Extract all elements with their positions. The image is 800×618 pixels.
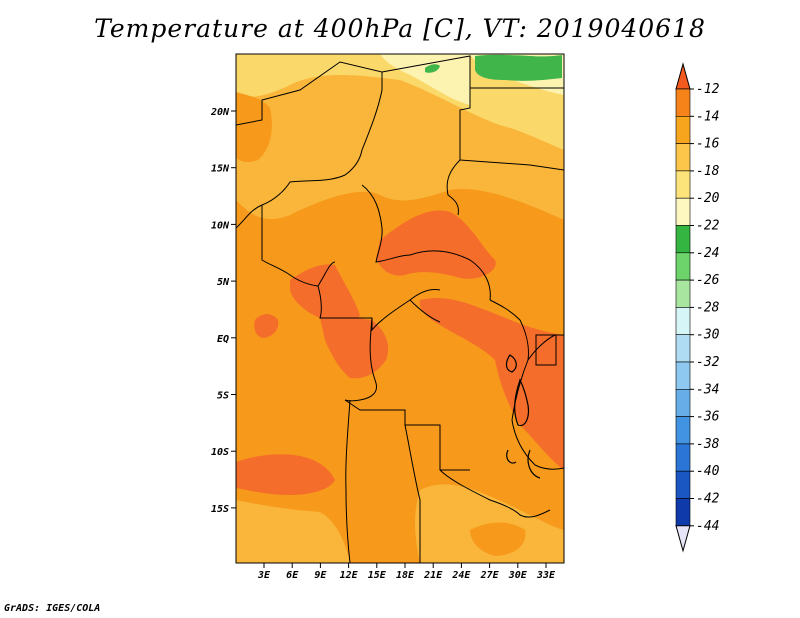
colorbar-swatch	[675, 225, 691, 254]
lon-tick-label: 3E	[257, 570, 271, 581]
colorbar-swatch	[675, 498, 691, 527]
colorbar-swatch	[675, 443, 691, 472]
lon-tick-label: 15E	[368, 570, 387, 581]
colorbar-swatch	[675, 197, 691, 226]
colorbar-label: -42	[696, 492, 720, 507]
green-patch-ne	[475, 54, 562, 81]
colorbar-label: -44	[696, 519, 719, 534]
lon-tick-label: 21E	[423, 570, 443, 581]
colorbar-label: -34	[696, 382, 719, 397]
central-warm-belt	[376, 210, 496, 279]
colorbar-swatch	[675, 88, 691, 117]
lat-tick-label: 10S	[211, 447, 229, 458]
colorbar-label: -38	[696, 437, 720, 452]
east-warm-band	[419, 297, 564, 470]
colorbar-label: -14	[696, 109, 719, 124]
colorbar-swatch	[675, 170, 691, 199]
lon-tick-label: 24E	[451, 570, 471, 581]
colorbar-label: -32	[696, 355, 720, 370]
central-west-warm	[290, 264, 360, 322]
north-pale-band	[380, 54, 470, 105]
colorbar-label: -40	[696, 464, 720, 479]
colorbar-swatch	[675, 307, 691, 335]
lat-tick-label: 15N	[211, 164, 230, 175]
colorbar-under-triangle	[675, 525, 691, 553]
lakes	[505, 354, 541, 479]
colorbar-label: -36	[696, 410, 720, 425]
northwest-warm	[236, 92, 272, 163]
lon-tick-label: 12E	[340, 570, 359, 581]
lat-tick-label: 10N	[211, 220, 230, 231]
lon-tick-label: 6E	[286, 570, 299, 581]
temperature-field	[236, 54, 564, 563]
lat-tick-label: 15S	[211, 504, 229, 515]
colorbar-swatch	[675, 334, 691, 363]
colorbar-label: -22	[696, 219, 720, 234]
colorbar-swatch	[675, 416, 691, 445]
colorbar-swatch	[675, 279, 691, 308]
colorbar-label: -26	[696, 273, 720, 288]
colorbar-label: -30	[696, 328, 720, 343]
colorbar-label: -16	[696, 137, 720, 152]
colorbar-over-triangle	[675, 62, 691, 90]
lon-tick-label: 33E	[536, 570, 556, 581]
footer-credit: GrADS: IGES/COLA	[4, 603, 101, 614]
colorbar-label: -28	[696, 300, 720, 315]
country-borders	[236, 55, 564, 563]
colorbar-swatch	[675, 470, 691, 499]
latitude-axis: 20N 15N 10N 5N EQ 5S 10S 15S	[210, 107, 236, 515]
lat-tick-label: 20N	[210, 107, 230, 118]
colorbar-swatch	[675, 143, 691, 172]
chart-title: Temperature at 400hPa [C], VT: 201904061…	[94, 14, 706, 43]
green-patch-n	[425, 64, 440, 73]
colorbar: -12 -14 -16 -18 -20 -22 -24 -26 -28 -30 -32 -34 -36 -…	[675, 62, 720, 553]
map-frame	[235, 53, 565, 564]
colorbar-label: -12	[696, 82, 720, 97]
west-coast-warm	[254, 314, 279, 338]
lon-tick-label: 30E	[508, 570, 528, 581]
lon-tick-label: 18E	[396, 570, 415, 581]
southeast-warm-spot	[470, 522, 526, 556]
lon-tick-label: 27E	[480, 570, 500, 581]
lat-tick-label: 5N	[217, 277, 230, 288]
lon-tick-label: 9E	[314, 570, 327, 581]
lat-tick-label: EQ	[217, 334, 229, 345]
colorbar-label: -18	[696, 164, 720, 179]
southwest-warm	[236, 454, 335, 495]
colorbar-swatch	[675, 388, 691, 417]
lat-tick-label: 5S	[217, 391, 229, 402]
colorbar-label: -20	[696, 191, 720, 206]
longitude-axis: 3E 6E 9E 12E 15E 18E 21E 24E 27E 30E 33E	[257, 563, 556, 581]
south-cool-west	[236, 500, 350, 563]
north-light-band	[236, 54, 564, 150]
colorbar-swatch	[675, 361, 691, 390]
colorbar-swatch	[675, 116, 691, 144]
colorbar-label: -24	[696, 246, 719, 261]
colorbar-swatch	[675, 252, 691, 281]
